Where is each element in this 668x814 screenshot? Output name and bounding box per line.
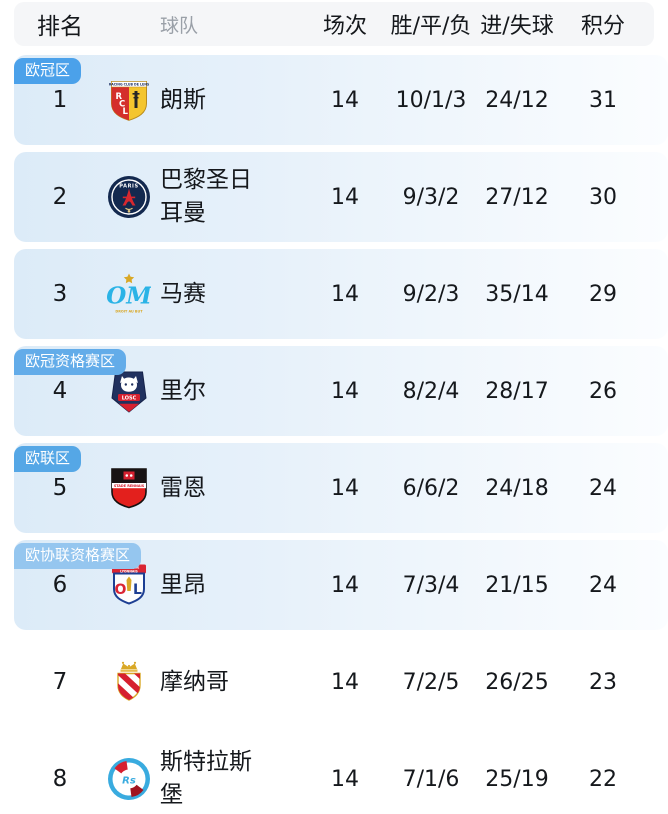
win-draw-loss-cell: 9/3/2 — [402, 184, 460, 210]
rank-cell: 8 — [52, 766, 68, 792]
points-cell: 22 — [589, 766, 617, 792]
win-draw-loss-cell: 7/2/5 — [402, 669, 460, 695]
standings-row[interactable]: 欧联区 5 STADE RENNAIS 雷恩 14 6/6/2 24/18 24 — [14, 443, 668, 533]
marseille-crest-icon: OM DROIT AU BUT — [106, 271, 152, 317]
win-draw-loss-cell: 7/1/6 — [402, 766, 460, 792]
win-draw-loss-cell: 7/3/4 — [402, 572, 460, 598]
win-draw-loss-cell: 8/2/4 — [402, 378, 460, 404]
standings-table: 欧冠区 1 RACING CLUB DE LENS R C L 朗斯 14 10/1/… — [14, 55, 668, 814]
team-name: 巴黎圣日耳曼 — [160, 167, 252, 226]
points-cell: 24 — [589, 475, 617, 501]
goals-cell: 24/18 — [485, 475, 549, 501]
strasbourg-crest-icon: Rs — [106, 756, 152, 802]
team-name: 朗斯 — [160, 86, 206, 113]
svg-text:DROIT AU BUT: DROIT AU BUT — [115, 310, 143, 314]
svg-text:C: C — [119, 100, 125, 110]
win-draw-loss-cell: 6/6/2 — [402, 475, 460, 501]
goals-cell: 24/12 — [485, 87, 549, 113]
matches-cell: 14 — [331, 475, 359, 501]
zone-badge: 欧联区 — [14, 446, 82, 472]
matches-cell: 14 — [331, 669, 359, 695]
team-name: 摩纳哥 — [160, 668, 229, 695]
standings-row[interactable]: 欧冠资格赛区 4 LOSC 里尔 14 8/2/4 28/17 26 — [14, 346, 668, 436]
win-draw-loss-cell: 9/2/3 — [402, 281, 460, 307]
team-name: 里尔 — [160, 377, 206, 404]
header-wdl: 胜/平/负 — [390, 14, 472, 39]
svg-text:Rs: Rs — [122, 776, 136, 787]
points-cell: 26 — [589, 378, 617, 404]
points-cell: 24 — [589, 572, 617, 598]
matches-cell: 14 — [331, 87, 359, 113]
rank-cell: 3 — [52, 281, 68, 307]
standings-row[interactable]: 7 摩纳哥 14 7/2/5 26/25 23 — [14, 637, 668, 727]
team-name: 里昂 — [160, 571, 206, 598]
goals-cell: 27/12 — [485, 184, 549, 210]
zone-badge: 欧冠资格赛区 — [14, 349, 127, 375]
team-name: 斯特拉斯堡 — [160, 749, 252, 808]
lille-crest-icon: LOSC — [106, 368, 152, 414]
rank-cell: 7 — [52, 669, 68, 695]
points-cell: 23 — [589, 669, 617, 695]
svg-text:O: O — [115, 582, 127, 598]
team-name: 雷恩 — [160, 474, 206, 501]
svg-text:LOSC: LOSC — [122, 395, 137, 401]
svg-text:L: L — [133, 582, 142, 598]
matches-cell: 14 — [331, 378, 359, 404]
matches-cell: 14 — [331, 184, 359, 210]
zone-badge: 欧协联资格赛区 — [14, 543, 142, 569]
rank-cell: 4 — [52, 378, 68, 404]
zone-badge: 欧冠区 — [14, 58, 82, 84]
goals-cell: 21/15 — [485, 572, 549, 598]
header-rank: 排名 — [37, 14, 83, 40]
rank-cell: 2 — [52, 184, 68, 210]
win-draw-loss-cell: 10/1/3 — [395, 87, 467, 113]
header-points: 积分 — [580, 14, 625, 39]
header-matches: 场次 — [322, 14, 367, 39]
rank-cell: 6 — [52, 572, 68, 598]
goals-cell: 25/19 — [485, 766, 549, 792]
goals-cell: 26/25 — [485, 669, 549, 695]
rank-cell: 1 — [52, 87, 68, 113]
header-team: 球队 — [160, 14, 199, 37]
lens-crest-icon: RACING CLUB DE LENS R C L — [106, 77, 152, 123]
standings-row[interactable]: 3 OM DROIT AU BUT 马赛 14 9/2/3 35/14 29 — [14, 249, 668, 339]
psg-crest-icon: PARIS — [106, 174, 152, 220]
standings-row[interactable]: 欧冠区 1 RACING CLUB DE LENS R C L 朗斯 14 10/1/… — [14, 55, 668, 145]
svg-text:STADE RENNAIS: STADE RENNAIS — [114, 484, 145, 488]
matches-cell: 14 — [331, 281, 359, 307]
rennes-crest-icon: STADE RENNAIS — [106, 465, 152, 511]
svg-text:RACING CLUB DE LENS: RACING CLUB DE LENS — [109, 83, 149, 87]
standings-row[interactable]: 2 PARIS 巴黎圣日耳曼 14 9/3/2 27/12 30 — [14, 152, 668, 242]
goals-cell: 35/14 — [485, 281, 549, 307]
svg-text:OM: OM — [107, 283, 151, 310]
matches-cell: 14 — [331, 572, 359, 598]
monaco-crest-icon — [106, 659, 152, 705]
svg-text:R: R — [116, 92, 123, 102]
table-header: 排名 球队 场次 胜/平/负 进/失球 积分 — [14, 2, 654, 46]
points-cell: 30 — [589, 184, 617, 210]
team-name: 马赛 — [160, 280, 206, 307]
standings-row[interactable]: 8 Rs 斯特拉斯堡 14 7/1/6 25/19 22 — [14, 734, 668, 814]
svg-text:PARIS: PARIS — [119, 184, 138, 190]
header-goals: 进/失球 — [480, 14, 554, 39]
goals-cell: 28/17 — [485, 378, 549, 404]
points-cell: 29 — [589, 281, 617, 307]
rank-cell: 5 — [52, 475, 68, 501]
matches-cell: 14 — [331, 766, 359, 792]
points-cell: 31 — [589, 87, 617, 113]
svg-text:LYONNAIS: LYONNAIS — [120, 569, 138, 573]
svg-text:L: L — [123, 107, 129, 117]
